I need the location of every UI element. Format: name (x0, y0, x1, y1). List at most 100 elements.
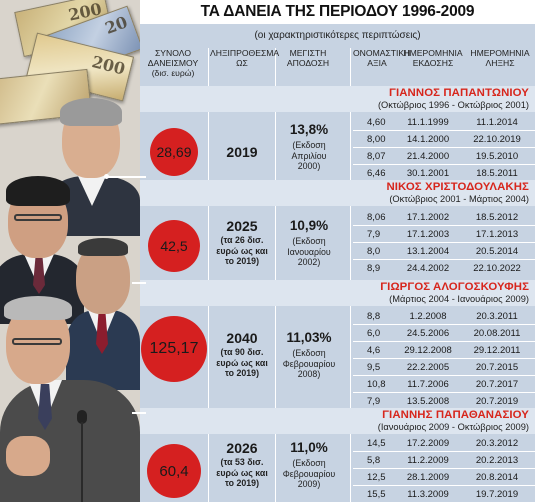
minister-name: ΝΙΚΟΣ ΧΡΙΣΤΟΔΟΥΛΑΚΗΣ (386, 181, 529, 193)
expiry-date: 18.5.2012 (475, 212, 519, 223)
face-value: 8,06 (367, 212, 386, 223)
max-yield-note: (Εκδοση Φεβρουαρίου 2009) (282, 458, 336, 489)
microphone-icon (74, 410, 90, 502)
minister-name: ΓΙΩΡΓΟΣ ΑΛΟΓΟΣΚΟΥΦΗΣ (380, 281, 529, 293)
table-row: 9,5 22.2.2005 20.7.2015 (353, 359, 535, 376)
portrait-icon (40, 98, 140, 236)
face-value: 15,5 (367, 489, 386, 500)
max-yield-note: (Εκδοση Απριλίου 2000) (291, 140, 327, 171)
bond-rows: 14,5 17.2.2009 20.3.2012 5,8 11.2.2009 20.2.… (353, 435, 535, 502)
minister-section: ΓΙΩΡΓΟΣ ΑΛΟΓΟΣΚΟΥΦΗΣ (Μάρτιος 2004 - Ιαν… (140, 280, 535, 407)
column-divider (208, 48, 209, 502)
minister-header: ΝΙΚΟΣ ΧΡΙΣΤΟΔΟΥΛΑΚΗΣ (Οκτώβριος 2001 - Μ… (140, 180, 535, 206)
table-row: 15,5 11.3.2009 19.7.2019 (353, 486, 535, 502)
total-borrowing-circle: 42,5 (148, 220, 200, 272)
max-yield-note: (Εκδοση Ιανουαρίου 2002) (287, 236, 331, 267)
expiry-date: 22.10.2019 (473, 134, 521, 145)
portrait-icon (0, 296, 140, 502)
column-divider (350, 48, 351, 502)
issue-date: 13.1.2004 (406, 246, 450, 257)
minister-header: ΓΙΑΝΝΗΣ ΠΑΠΑΘΑΝΑΣΙΟΥ (Ιανουάριος 2009 - … (140, 408, 535, 434)
header-face-value: ΟΝΟΜΑΣΤΙΚΗ ΑΞΙΑ (353, 48, 411, 68)
face-value: 8,00 (367, 134, 386, 145)
issue-date: 17.1.2002 (406, 212, 450, 223)
expiry-date: 29.12.2011 (473, 345, 521, 356)
pointer-line (132, 412, 146, 414)
face-value: 7,9 (367, 396, 381, 407)
issue-date: 11.2.2009 (407, 455, 449, 466)
issue-date: 22.2.2005 (406, 362, 450, 373)
face-value: 8,9 (367, 263, 381, 274)
maturity-note: (τα 90 δισ. ευρώ ως και το 2019) (216, 347, 268, 378)
column-divider (275, 48, 276, 502)
face-value: 8,8 (367, 311, 381, 322)
maturity-year: 2025 (226, 218, 258, 234)
pointer-line (132, 282, 146, 284)
maturity-year: 2026 (226, 440, 258, 456)
table-subtitle: (οι χαρακτηριστικότερες περιπτώσεις) (254, 30, 421, 41)
bond-rows: 8,06 17.1.2002 18.5.2012 7,9 17.1.2003 17.1.… (353, 209, 535, 277)
maturity-year: 2040 (226, 330, 258, 346)
minister-period: (Ιανουάριος 2009 - Οκτώβριος 2009) (377, 422, 529, 432)
minister-header: ΓΙΩΡΓΟΣ ΑΛΟΓΟΣΚΟΥΦΗΣ (Μάρτιος 2004 - Ιαν… (140, 280, 535, 306)
issue-date: 11.7.2006 (407, 379, 449, 390)
issue-date: 13.5.2008 (406, 396, 450, 407)
photo-collage: 200 20 200 (0, 0, 140, 502)
minister-period: (Οκτώβριος 1996 - Οκτώβριος 2001) (377, 100, 529, 110)
issue-date: 24.4.2002 (406, 263, 450, 274)
table-row: 7,9 17.1.2003 17.1.2013 (353, 226, 535, 243)
face-value: 5,8 (367, 455, 381, 466)
portrait-icon (66, 238, 140, 390)
banknote-denomination: 200 (90, 52, 128, 79)
issue-date: 11.1.1999 (407, 117, 449, 128)
expiry-date: 20.5.2014 (475, 246, 519, 257)
face-value: 10,8 (367, 379, 386, 390)
table-row: 14,5 17.2.2009 20.3.2012 (353, 435, 535, 452)
table-row: 6,46 30.1.2001 18.5.2011 (353, 165, 535, 182)
max-yield-note: (Εκδοση Φεβρουαρίου 2008) (282, 348, 336, 379)
header-max-yield: ΜΕΓΙΣΤΗ ΑΠΟΔΟΣΗ (286, 48, 330, 68)
total-borrowing-circle: 125,17 (141, 316, 207, 382)
pointer-line (106, 176, 146, 178)
max-yield-value: 13,8% (289, 122, 329, 137)
table-row: 4,60 11.1.1999 11.1.2014 (353, 114, 535, 131)
issue-date: 29.12.2008 (404, 345, 452, 356)
table-row: 8,00 14.1.2000 22.10.2019 (353, 131, 535, 148)
expiry-date: 18.5.2011 (476, 168, 518, 179)
expiry-date: 11.1.2014 (476, 117, 518, 128)
issue-date: 17.1.2003 (406, 229, 450, 240)
minister-section: ΝΙΚΟΣ ΧΡΙΣΤΟΔΟΥΛΑΚΗΣ (Οκτώβριος 2001 - Μ… (140, 180, 535, 280)
bond-rows: 4,60 11.1.1999 11.1.2014 8,00 14.1.2000 22.1… (353, 114, 535, 182)
page-title: ΤΑ ΔΑΝΕΙΑ ΤΗΣ ΠΕΡΙΟΔΟΥ 1996-2009 (140, 0, 535, 24)
maturity-year: 2019 (226, 144, 258, 160)
table-row: 8,9 24.4.2002 22.10.2022 (353, 260, 535, 277)
issue-date: 1.2.2008 (409, 311, 447, 322)
table-board: (οι χαρακτηριστικότερες περιπτώσεις) ΣΥΝ… (104, 24, 535, 502)
expiry-date: 20.2.2013 (475, 455, 519, 466)
max-yield-value: 11,03% (286, 330, 332, 345)
minister-period: (Μάρτιος 2004 - Ιανουάριος 2009) (389, 294, 529, 304)
table-row: 12,5 28.1.2009 20.8.2014 (353, 469, 535, 486)
face-value: 14,5 (367, 438, 386, 449)
expiry-date: 20.7.2019 (475, 396, 519, 407)
expiry-date: 19.7.2019 (475, 489, 519, 500)
face-value: 6,0 (367, 328, 381, 339)
expiry-date: 20.7.2017 (475, 379, 519, 390)
table-row: 7,9 13.5.2008 20.7.2019 (353, 393, 535, 410)
minister-section: ΓΙΑΝΝΗΣ ΠΑΠΑΘΑΝΑΣΙΟΥ (Ιανουάριος 2009 - … (140, 408, 535, 502)
issue-date: 14.1.2000 (406, 134, 450, 145)
total-borrowing-circle: 60,4 (147, 444, 201, 498)
table-row: 5,8 11.2.2009 20.2.2013 (353, 452, 535, 469)
issue-date: 17.2.2009 (406, 438, 450, 449)
banknote-denomination: 20 (102, 12, 130, 38)
face-value: 7,9 (367, 229, 381, 240)
issue-date: 21.4.2000 (406, 151, 450, 162)
pointer-dot (104, 174, 109, 179)
face-value: 12,5 (367, 472, 386, 483)
header-issue-date: ΗΜΕΡΟΜΗΝΙΑ ΕΚΔΟΣΗΣ (403, 48, 463, 68)
table-row: 10,8 11.7.2006 20.7.2017 (353, 376, 535, 393)
table-row: 8,8 1.2.2008 20.3.2011 (353, 308, 535, 325)
expiry-date: 20.7.2015 (475, 362, 519, 373)
face-value: 8,0 (367, 246, 381, 257)
face-value: 8,07 (367, 151, 386, 162)
